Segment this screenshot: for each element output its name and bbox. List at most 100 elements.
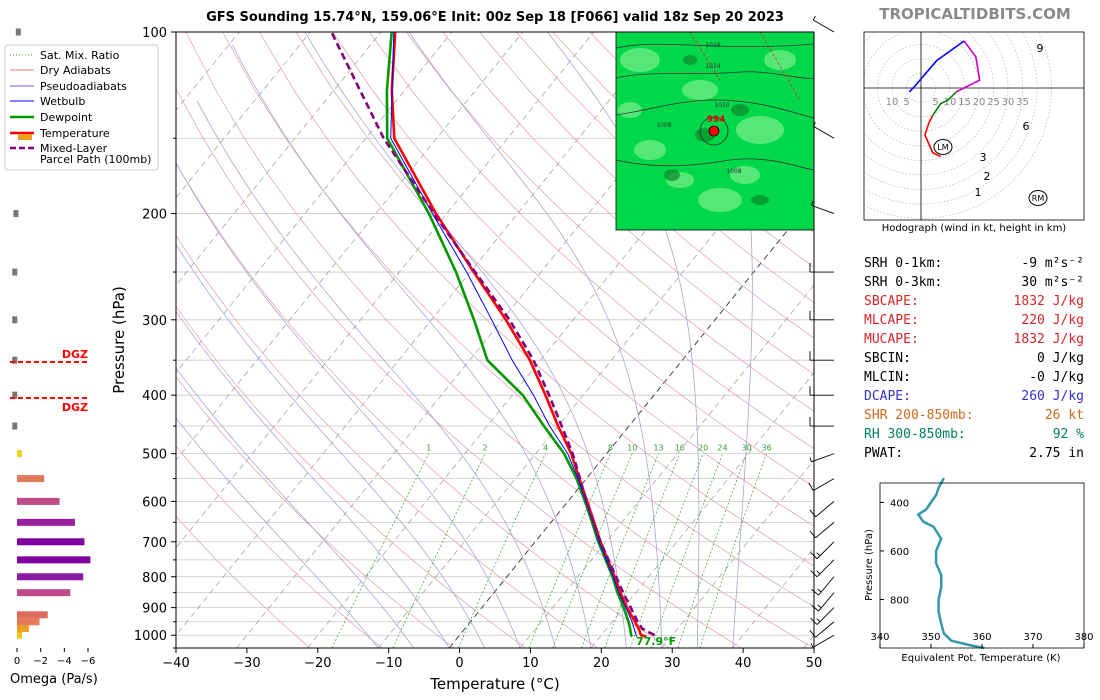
legend-entry: Wetbulb (40, 95, 85, 108)
mixing-ratio-labels: 1 2 4 8 10 13 16 20 24 30 36 (426, 444, 771, 453)
dry-adiabat (176, 305, 526, 648)
map-pressure-label: 1008 (726, 168, 741, 175)
dry-adiabat (405, 32, 814, 412)
wind-barb (811, 576, 835, 596)
y-tick-label: 600 (142, 495, 167, 510)
map-cloud-patch (736, 116, 784, 144)
wind-barb-staff (812, 125, 835, 139)
omega-tick-label: −4 (57, 656, 72, 667)
hodograph-ring-label: 10 (886, 97, 899, 108)
stat-value: -9 m²s⁻² (1021, 256, 1084, 271)
stat-label: SRH 0-3km: (864, 275, 943, 290)
hodograph-caption: Hodograph (wind in kt, height in km) (881, 223, 1067, 234)
pseudoadiabat (196, 100, 556, 648)
wind-barb-feather (811, 589, 819, 596)
mixing-ratio-line (331, 453, 430, 648)
theta-e-x-tick-label: 360 (972, 632, 991, 643)
hodograph-height-label: 3 (980, 151, 987, 164)
map-isobar (616, 71, 814, 79)
dry-adiabat (176, 445, 383, 648)
y-tick-label: 200 (142, 208, 167, 223)
x-tick-label: −20 (304, 656, 331, 671)
hodograph-ring-label: 5 (903, 97, 909, 108)
stat-label: SRH 0-1km: (864, 256, 943, 271)
map-heavy-precip (731, 104, 749, 116)
stat-label: MUCAPE: (864, 332, 919, 347)
y-tick-label: 400 (142, 389, 167, 404)
map-pressure-label: 1016 (705, 42, 720, 49)
hodograph-trace (932, 91, 957, 116)
theta-e-frame (879, 482, 1085, 649)
x-tick-label: −10 (375, 656, 402, 671)
map-cloud-patch (682, 80, 718, 100)
map-thickness-line (689, 32, 721, 81)
hodograph-ring-label: 20 (973, 97, 986, 108)
stat-value: 2.75 in (1029, 446, 1084, 461)
wind-barb (809, 417, 834, 427)
stat-label: SBCIN: (864, 351, 911, 366)
stat-row: SRH 0-3km: 30 m²s⁻² (864, 273, 1084, 292)
wind-barb (809, 351, 834, 361)
hodograph-trace (955, 40, 981, 93)
mixing-ratio-label: 4 (543, 444, 548, 453)
wind-barb-staff (811, 453, 835, 463)
omega-bar (12, 268, 18, 276)
theta-e-y-tick-label: 800 (890, 595, 909, 606)
wind-barb (809, 621, 835, 638)
y-tick-label: 500 (142, 448, 167, 463)
stat-value: 1832 J/kg (1013, 332, 1084, 347)
mixing-ratio-label: 1 (426, 444, 431, 453)
pseudoadiabat (176, 367, 415, 648)
wind-barb (811, 200, 835, 215)
omega-bar (17, 573, 84, 581)
y-tick-label: 900 (142, 602, 167, 617)
profile-dewpoint (385, 32, 634, 638)
legend-entry: Mixed-Layer Parcel Path (100mb) (40, 142, 151, 166)
wind-barb-staff (816, 559, 835, 578)
stat-value: 260 J/kg (1021, 389, 1084, 404)
brand-watermark: TROPICALTIDBITS.COM (879, 5, 1071, 23)
theta-e-x-tick-label: 350 (921, 632, 940, 643)
omega-bar (17, 538, 85, 546)
omega-tick-label: 0 (14, 656, 20, 667)
wind-barb (809, 453, 835, 463)
wind-barb (809, 263, 834, 273)
mixing-ratio-line (581, 453, 659, 648)
legend-entry: Dewpoint (40, 111, 93, 124)
stat-label: SHR 200-850mb: (864, 408, 974, 423)
dry-adiabat (176, 515, 311, 648)
hodograph-height-label: 2 (984, 170, 991, 183)
sounding-parameters: SRH 0-1km: -9 m²s⁻² SRH 0-3km: 30 m²s⁻² SB… (864, 254, 1084, 463)
omega-bar (17, 518, 75, 526)
mixing-ratio-label: 2 (483, 444, 488, 453)
wind-barb-staff (812, 634, 835, 648)
profile-wetbulb (390, 32, 638, 637)
isotherm-gridline (448, 196, 814, 648)
theta-e-y-tick-label: 600 (890, 547, 909, 558)
x-tick-label: 30 (664, 656, 681, 671)
mixing-ratio-line (604, 453, 681, 648)
skewt-profiles (330, 32, 656, 638)
map-cloud-patch (620, 48, 660, 72)
dry-adiabat (332, 32, 814, 488)
hodograph-height-label: 6 (1023, 120, 1030, 133)
wind-barb-feather (809, 457, 812, 462)
pseudoadiabat (176, 243, 485, 648)
wind-barb (810, 607, 835, 625)
theta-e-x-tick-label: 380 (1074, 632, 1093, 643)
wind-barb-feather (808, 482, 814, 491)
stat-label: MLCAPE: (864, 313, 919, 328)
x-tick-label: 10 (522, 656, 539, 671)
isotherm-gridline (176, 32, 524, 461)
stat-row: RH 300-850mb: 92 % (864, 425, 1084, 444)
wind-barb (809, 501, 835, 518)
theta-e-y-axis-title: Pressure (hPa) (864, 529, 875, 601)
omega-bar (17, 475, 45, 483)
stat-value: 220 J/kg (1021, 313, 1084, 328)
isotherm-gridline (176, 32, 453, 374)
map-pressure-label: 1014 (705, 63, 720, 70)
mixing-ratio-line (651, 453, 723, 648)
stat-row: MUCAPE: 1832 J/kg (864, 330, 1084, 349)
